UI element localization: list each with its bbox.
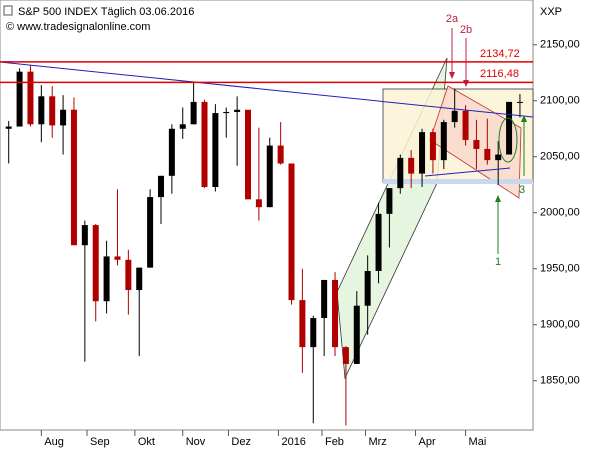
candle-body xyxy=(16,71,23,127)
candle-body xyxy=(375,213,382,271)
candle-body xyxy=(495,154,502,161)
candle-body xyxy=(27,71,34,125)
x-tick-label: Dez xyxy=(231,436,251,448)
x-tick-label: Sep xyxy=(90,436,110,448)
candle-body xyxy=(277,145,284,164)
chart-title: S&P 500 INDEX Täglich 03.06.2016 xyxy=(18,6,194,18)
candle-body xyxy=(223,111,230,114)
x-tick-label: Okt xyxy=(138,436,155,448)
level-label: 2134,72 xyxy=(480,48,520,60)
candle-body xyxy=(506,101,513,155)
arrow-head xyxy=(449,72,455,79)
y-tick-label: 1850,00 xyxy=(540,375,580,387)
x-tick-label: Mai xyxy=(469,436,487,448)
candle-body xyxy=(190,101,197,125)
y-tick-label: 1950,00 xyxy=(540,263,580,275)
candle-body xyxy=(419,132,426,174)
candle-body xyxy=(473,139,480,149)
arrow-head xyxy=(521,115,527,122)
candle-body xyxy=(429,132,436,161)
candle-body xyxy=(38,96,45,125)
y-tick-label: 2000,00 xyxy=(540,207,580,219)
level-label: 2116,48 xyxy=(480,68,519,80)
annotation: 3 xyxy=(519,184,525,196)
icon xyxy=(3,5,13,16)
candle-body xyxy=(157,175,164,198)
candle-body xyxy=(484,148,491,161)
candle-body xyxy=(234,109,241,112)
x-tick-label: Nov xyxy=(186,436,206,448)
candle-body xyxy=(255,199,262,208)
plot-frame xyxy=(0,0,534,431)
trend-line xyxy=(0,61,534,118)
candle-body xyxy=(462,110,469,140)
y-tick-label: 2150,00 xyxy=(540,39,580,51)
annotation: 1 xyxy=(495,256,501,268)
candle-body xyxy=(386,188,393,214)
candle-body xyxy=(288,163,295,301)
x-tick-label: 2016 xyxy=(281,436,305,448)
candle-body xyxy=(332,279,339,348)
candle-body xyxy=(49,96,56,126)
y-axis-label: XXP xyxy=(540,6,562,18)
candle-body xyxy=(201,101,208,188)
y-tick-label: 1900,00 xyxy=(540,319,580,331)
candle-body xyxy=(212,113,219,188)
support-line xyxy=(424,167,511,177)
candle-body xyxy=(147,197,154,268)
candle-body xyxy=(60,109,67,126)
annotation: 2a xyxy=(446,13,459,25)
x-tick-label: Feb xyxy=(325,436,344,448)
candle-body xyxy=(516,101,523,103)
candle-body xyxy=(299,300,306,348)
candle-body xyxy=(353,305,360,364)
highlight-circle xyxy=(498,117,518,163)
candle-body xyxy=(136,267,143,291)
candle-body xyxy=(342,347,349,364)
candle-body xyxy=(440,122,447,161)
candle-body xyxy=(397,157,404,189)
candle-body xyxy=(70,109,77,246)
arrow-head xyxy=(495,195,501,202)
candle-body xyxy=(364,270,371,306)
candle-body xyxy=(451,110,458,123)
candle-body xyxy=(179,124,186,129)
candle-body xyxy=(103,256,110,302)
candle-body xyxy=(114,256,121,260)
candles xyxy=(5,64,523,426)
annotation: 2b xyxy=(460,24,472,36)
support-band xyxy=(383,179,533,184)
y-tick-label: 2100,00 xyxy=(540,95,580,107)
x-tick-label: Mrz xyxy=(368,436,386,448)
candle-body xyxy=(310,318,317,348)
x-tick-label: Apr xyxy=(419,436,436,448)
candle-body xyxy=(321,279,328,319)
candle-body xyxy=(92,225,99,302)
y-tick-label: 2050,00 xyxy=(540,151,580,163)
candle-body xyxy=(168,128,175,176)
chart-subtitle: © www.tradesignalonline.com xyxy=(6,21,150,33)
candle-body xyxy=(81,225,88,246)
candle-body xyxy=(5,126,12,129)
x-tick-label: Aug xyxy=(44,436,64,448)
candle-body xyxy=(266,145,273,208)
candle-body xyxy=(408,157,415,174)
candle-body xyxy=(245,109,252,200)
candle-body xyxy=(125,259,132,291)
